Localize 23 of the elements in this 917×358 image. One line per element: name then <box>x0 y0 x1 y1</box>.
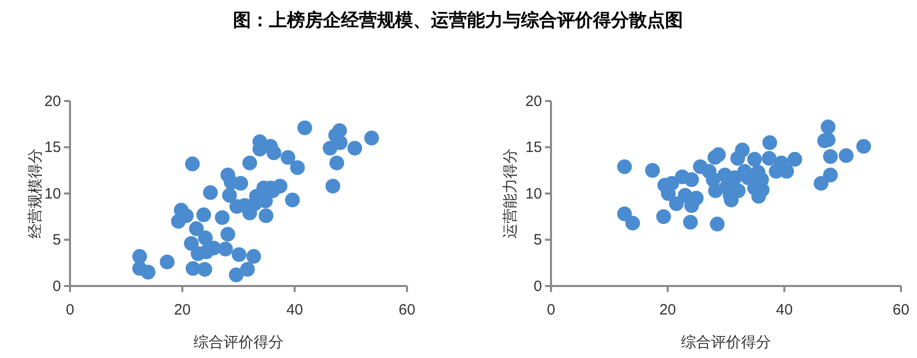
x-tick-label: 20 <box>659 302 676 318</box>
x-tick-label: 0 <box>546 302 556 318</box>
y-tick-label: 5 <box>534 232 542 249</box>
x-tick-label: 20 <box>174 302 191 318</box>
x-tick-label: 40 <box>776 302 793 318</box>
x-tick-label: 60 <box>892 302 910 318</box>
x-tick-label: 0 <box>66 302 74 318</box>
x-axis-title: 综合评价得分 <box>681 333 771 351</box>
y-tick-label: 20 <box>44 92 61 110</box>
y-tick-label: 5 <box>52 232 61 249</box>
y-tick-label: 0 <box>52 278 61 295</box>
y-tick-label: 20 <box>525 92 542 110</box>
y-tick-label: 10 <box>525 185 542 202</box>
x-axis-title: 综合评价得分 <box>194 333 284 351</box>
y-tick-label: 15 <box>44 139 61 156</box>
y-axis-title: 运营能力得分 <box>501 148 519 238</box>
x-tick-label: 40 <box>286 302 304 318</box>
y-axis-title: 经营规模得分 <box>26 148 44 238</box>
x-tick-label: 60 <box>398 302 416 318</box>
y-tick-label: 10 <box>44 185 61 202</box>
y-tick-label: 0 <box>534 278 542 295</box>
y-tick-label: 15 <box>525 139 542 156</box>
text: 图：上榜房企经营规模、运营能力与综合评价得分散点图 <box>233 10 683 31</box>
